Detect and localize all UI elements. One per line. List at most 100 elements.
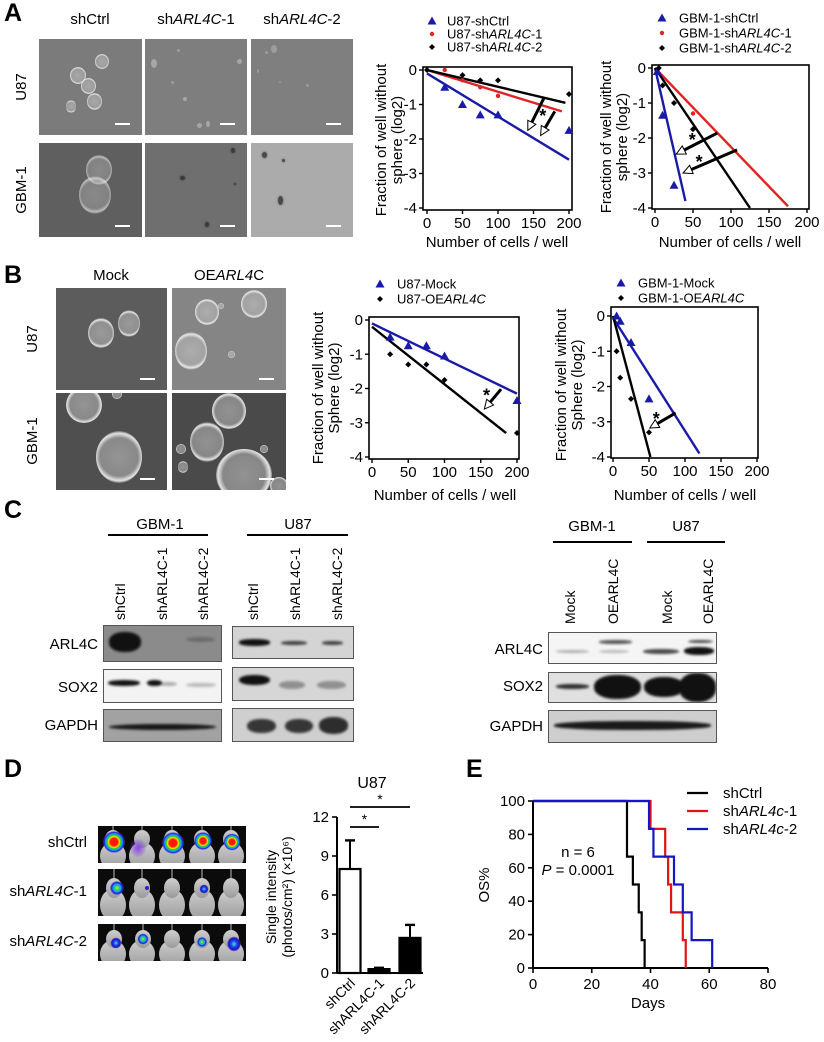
y-tick-label: -4: [404, 200, 417, 217]
imaging-row-label-shctrl: shCtrl: [47, 834, 87, 851]
arrow-head: [540, 124, 550, 137]
y-tick-label: 80: [508, 826, 525, 843]
x-tick-label: 100: [672, 463, 697, 480]
triangle-marker: [375, 279, 385, 288]
blot-row-sox2: SOX2: [502, 678, 543, 695]
significance-star: *: [689, 130, 696, 150]
y-tick-label: -1: [592, 343, 605, 360]
triangle-marker: [669, 180, 679, 189]
diamond-marker: [566, 91, 572, 98]
diamond-marker: [477, 77, 484, 84]
y-axis-label: Fraction of well without: [553, 308, 570, 461]
group-underline: [647, 541, 725, 543]
arrow-shaft: [543, 110, 557, 129]
chart-e-survival-curve: 0 20 40 60 80 100 0 20 40 60 80 Days OS% n = 6P = 0.0…: [476, 785, 797, 1012]
legend-label: GBM-1-OEARL4C: [638, 291, 745, 306]
blot-u87-gapdh: [232, 708, 354, 742]
triangle-marker: [657, 13, 667, 22]
diamond-marker: [424, 67, 430, 73]
x-tick-label: 20: [583, 976, 600, 993]
x-tick-label: 50: [400, 464, 417, 481]
y-tick-label: -4: [633, 200, 646, 217]
blot-row-sox2: SOX2: [57, 679, 98, 696]
survival-curve: [533, 799, 646, 968]
triangle-marker: [440, 351, 449, 360]
dot-marker: [495, 93, 501, 99]
stat-annotation: n = 6: [561, 844, 595, 861]
blot-row-gapdh: GAPDH: [489, 718, 543, 735]
arrow-shaft: [690, 148, 738, 171]
chart-title: U87: [357, 775, 386, 792]
micrograph-a-u87-shctrl: [39, 39, 142, 135]
fit-line: [654, 67, 751, 209]
diamond-marker: [690, 126, 696, 133]
significance-star: *: [696, 152, 703, 172]
survival-curve: [533, 799, 714, 968]
arrow-shaft: [489, 388, 503, 404]
blot-oe-gapdh: [548, 710, 717, 743]
micrograph-b-gbm1-mock: [56, 393, 167, 490]
col-header-shctrl: shCtrl: [70, 11, 110, 28]
y-axis-label: Sphere (log2): [326, 343, 343, 434]
scale-bar: [220, 123, 235, 125]
y-tick-label: 0: [638, 60, 646, 77]
diamond-marker: [613, 348, 620, 355]
bar: [367, 967, 391, 975]
x-tick-label: 60: [701, 976, 718, 993]
x-tick-label: 80: [760, 976, 777, 993]
arrow-head: [483, 398, 495, 410]
fit-line: [371, 325, 507, 434]
group-underline: [247, 534, 348, 536]
significance-star: *: [377, 791, 383, 807]
x-axis-label: Days: [631, 995, 665, 1012]
x-tick-label: 100: [432, 464, 457, 481]
scale-bar: [259, 478, 274, 480]
triangle-marker: [403, 341, 413, 350]
legend-label: U87-OEARL4C: [397, 292, 486, 307]
micrograph-a-gbm1-sharl4c-1: [145, 143, 247, 237]
y-axis-label: Sphere (log2): [569, 340, 586, 431]
triangle-marker: [612, 311, 622, 320]
col-header-sharl4c-1: shARL4C-1: [157, 11, 235, 28]
arrow-head: [682, 164, 694, 175]
imaging-row-label-sharl4c-1: shARL4C-1: [9, 883, 87, 900]
y-tick-label: 0: [409, 62, 417, 79]
y-tick-label: -2: [592, 379, 605, 396]
chart-a-u87-sphere-formation: 0 -1 -2 -3 -4 0 50 100 150 200 Number of cells / w…: [373, 14, 582, 252]
y-tick-label: -1: [350, 346, 363, 363]
x-tick-label: 50: [685, 214, 702, 231]
x-tick-label: 150: [708, 463, 733, 480]
arrow-head: [648, 418, 661, 429]
scale-bar: [326, 225, 341, 227]
diamond-marker: [495, 77, 501, 84]
diamond-marker: [459, 72, 466, 79]
diamond-marker: [429, 44, 435, 50]
diamond-marker: [671, 100, 677, 106]
fit-line: [653, 67, 687, 202]
y-axis-label: Fraction of well without: [373, 63, 390, 216]
significance-star: *: [539, 106, 546, 126]
imaging-row-label-sharl4c-2: shARL4C-2: [9, 933, 87, 950]
x-axis-label: Number of cells / well: [374, 487, 517, 504]
blot-gbm1-sox2: [103, 669, 222, 703]
triangle-marker: [658, 110, 668, 119]
y-tick-label: 12: [312, 809, 329, 826]
micrograph-b-gbm1-oearl4c: [172, 393, 286, 490]
y-tick-label: -1: [404, 97, 417, 114]
y-tick-label: -2: [350, 381, 363, 398]
dot-marker: [690, 111, 696, 116]
blot-oe-arl4c: [548, 632, 717, 664]
y-tick-label: 60: [508, 860, 525, 877]
x-tick-label: 150: [521, 215, 546, 232]
y-tick-label: 6: [321, 887, 329, 904]
triangle-marker: [427, 16, 437, 25]
dot-marker: [659, 30, 665, 36]
triangle-marker: [440, 82, 450, 91]
diamond-marker: [441, 376, 448, 383]
y-axis-label: sphere (log2): [614, 93, 631, 181]
scale-bar: [326, 123, 341, 125]
legend-label: GBM-1-shARL4C-2: [679, 41, 792, 56]
bar: [338, 867, 362, 975]
